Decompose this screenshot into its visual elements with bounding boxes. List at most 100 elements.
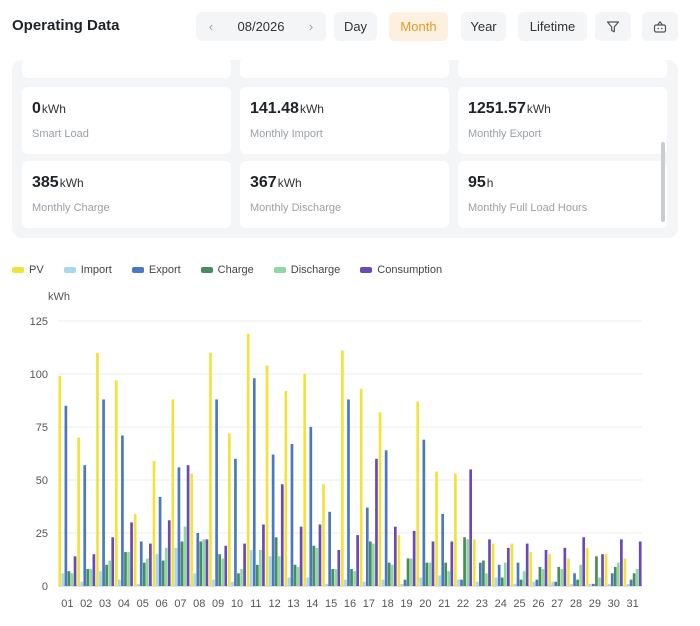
bar-import-27 xyxy=(551,581,554,586)
bar-import-04 xyxy=(118,579,121,586)
x-tick-label: 21 xyxy=(438,598,450,610)
x-tick-label: 19 xyxy=(400,598,412,610)
legend-item-pv[interactable]: PV xyxy=(12,264,44,276)
bar-pv-12 xyxy=(265,365,269,586)
bar-consumption-27 xyxy=(563,547,567,586)
bar-pv-17 xyxy=(359,388,363,586)
tab-month[interactable]: Month xyxy=(389,12,448,41)
bar-discharge-26 xyxy=(541,569,545,586)
bar-charge-21 xyxy=(444,562,448,586)
bar-import-13 xyxy=(287,577,291,586)
x-tick-label: 01 xyxy=(61,598,73,610)
legend-label: Import xyxy=(80,264,112,276)
stat-value: 367kWh xyxy=(250,174,302,191)
filter-button[interactable] xyxy=(595,12,631,41)
bar-discharge-16 xyxy=(353,571,356,586)
bar-export-19 xyxy=(403,579,407,586)
stats-panel[interactable]: 0kWh Smart Load 141.48kWh Monthly Import… xyxy=(12,60,678,238)
bar-import-28 xyxy=(570,583,573,586)
x-tick-label: 11 xyxy=(250,598,261,610)
y-tick-label: 100 xyxy=(30,369,48,381)
chevron-left-icon[interactable]: ‹ xyxy=(208,19,214,34)
legend-label: PV xyxy=(29,264,44,276)
bar-charge-12 xyxy=(274,537,278,586)
bar-consumption-19 xyxy=(412,530,416,586)
bar-discharge-12 xyxy=(277,556,281,586)
bar-pv-31 xyxy=(623,558,627,586)
bar-pv-18 xyxy=(378,412,382,586)
bar-pv-09 xyxy=(209,352,212,586)
bar-discharge-21 xyxy=(447,571,451,586)
bar-pv-16 xyxy=(341,350,344,586)
tab-lifetime[interactable]: Lifetime xyxy=(518,12,587,41)
bar-consumption-20 xyxy=(431,541,435,586)
bar-charge-02 xyxy=(86,569,90,586)
y-axis-label: kWh xyxy=(48,291,70,303)
bar-discharge-05 xyxy=(146,558,149,586)
scrollbar[interactable] xyxy=(661,142,665,222)
x-tick-label: 07 xyxy=(174,598,186,610)
bar-import-22 xyxy=(457,579,460,586)
bar-charge-06 xyxy=(161,560,165,586)
legend-item-charge[interactable]: Charge xyxy=(200,264,254,276)
bar-pv-30 xyxy=(604,554,608,586)
legend-swatch xyxy=(200,267,213,273)
date-navigator: ‹ 08/2026 › xyxy=(196,12,326,41)
legend-label: Discharge xyxy=(290,264,341,276)
bar-discharge-18 xyxy=(390,564,394,586)
bar-pv-29 xyxy=(585,547,589,586)
bar-discharge-24 xyxy=(503,562,507,586)
chevron-right-icon[interactable]: › xyxy=(308,19,314,34)
tab-day[interactable]: Day xyxy=(334,12,377,41)
bar-import-02 xyxy=(80,581,84,586)
bar-charge-19 xyxy=(406,558,410,586)
bar-export-31 xyxy=(629,579,633,586)
legend-item-export[interactable]: Export xyxy=(131,264,181,276)
bar-discharge-20 xyxy=(428,562,432,586)
basket-icon xyxy=(653,20,667,33)
bar-export-23 xyxy=(479,562,482,586)
bar-consumption-11 xyxy=(262,524,265,586)
bar-import-19 xyxy=(400,583,404,586)
bar-pv-24 xyxy=(491,543,495,586)
bar-import-12 xyxy=(268,556,272,586)
bar-consumption-29 xyxy=(601,554,604,586)
bar-charge-04 xyxy=(124,552,127,586)
x-tick-label: 22 xyxy=(457,598,469,610)
bar-import-26 xyxy=(532,581,536,586)
legend-item-import[interactable]: Import xyxy=(63,264,112,276)
stat-label: Smart Load xyxy=(32,128,89,140)
bar-consumption-22 xyxy=(469,469,473,586)
y-tick-label: 25 xyxy=(36,528,48,540)
filter-icon xyxy=(606,20,620,32)
stat-label: Monthly Discharge xyxy=(250,202,342,214)
bar-pv-26 xyxy=(529,552,533,586)
bar-consumption-23 xyxy=(488,539,491,586)
stat-label: Monthly Import xyxy=(250,128,323,140)
bar-discharge-02 xyxy=(89,569,93,586)
bar-export-11 xyxy=(252,378,256,586)
bar-pv-07 xyxy=(171,399,175,586)
bar-discharge-23 xyxy=(485,573,488,586)
legend-item-discharge[interactable]: Discharge xyxy=(273,264,341,276)
bar-export-29 xyxy=(592,583,595,586)
bar-consumption-09 xyxy=(224,545,228,586)
date-display[interactable]: 08/2026 xyxy=(237,19,285,34)
bar-discharge-15 xyxy=(334,569,338,586)
bar-discharge-27 xyxy=(560,569,564,586)
x-tick-label: 12 xyxy=(269,598,281,610)
export-button[interactable] xyxy=(642,12,678,41)
x-tick-label: 17 xyxy=(363,598,375,610)
legend-item-consumption[interactable]: Consumption xyxy=(360,264,442,276)
tab-year[interactable]: Year xyxy=(461,12,506,41)
bar-charge-31 xyxy=(632,573,636,586)
header: Operating Data ‹ 08/2026 › Day Month Yea… xyxy=(0,0,700,54)
bar-import-18 xyxy=(381,579,385,586)
bar-consumption-28 xyxy=(582,537,586,586)
bar-discharge-04 xyxy=(127,552,130,586)
x-tick-label: 09 xyxy=(212,598,224,610)
bar-pv-15 xyxy=(322,484,325,586)
bar-pv-04 xyxy=(114,380,118,586)
bar-import-23 xyxy=(475,581,479,586)
bar-export-12 xyxy=(271,454,275,586)
